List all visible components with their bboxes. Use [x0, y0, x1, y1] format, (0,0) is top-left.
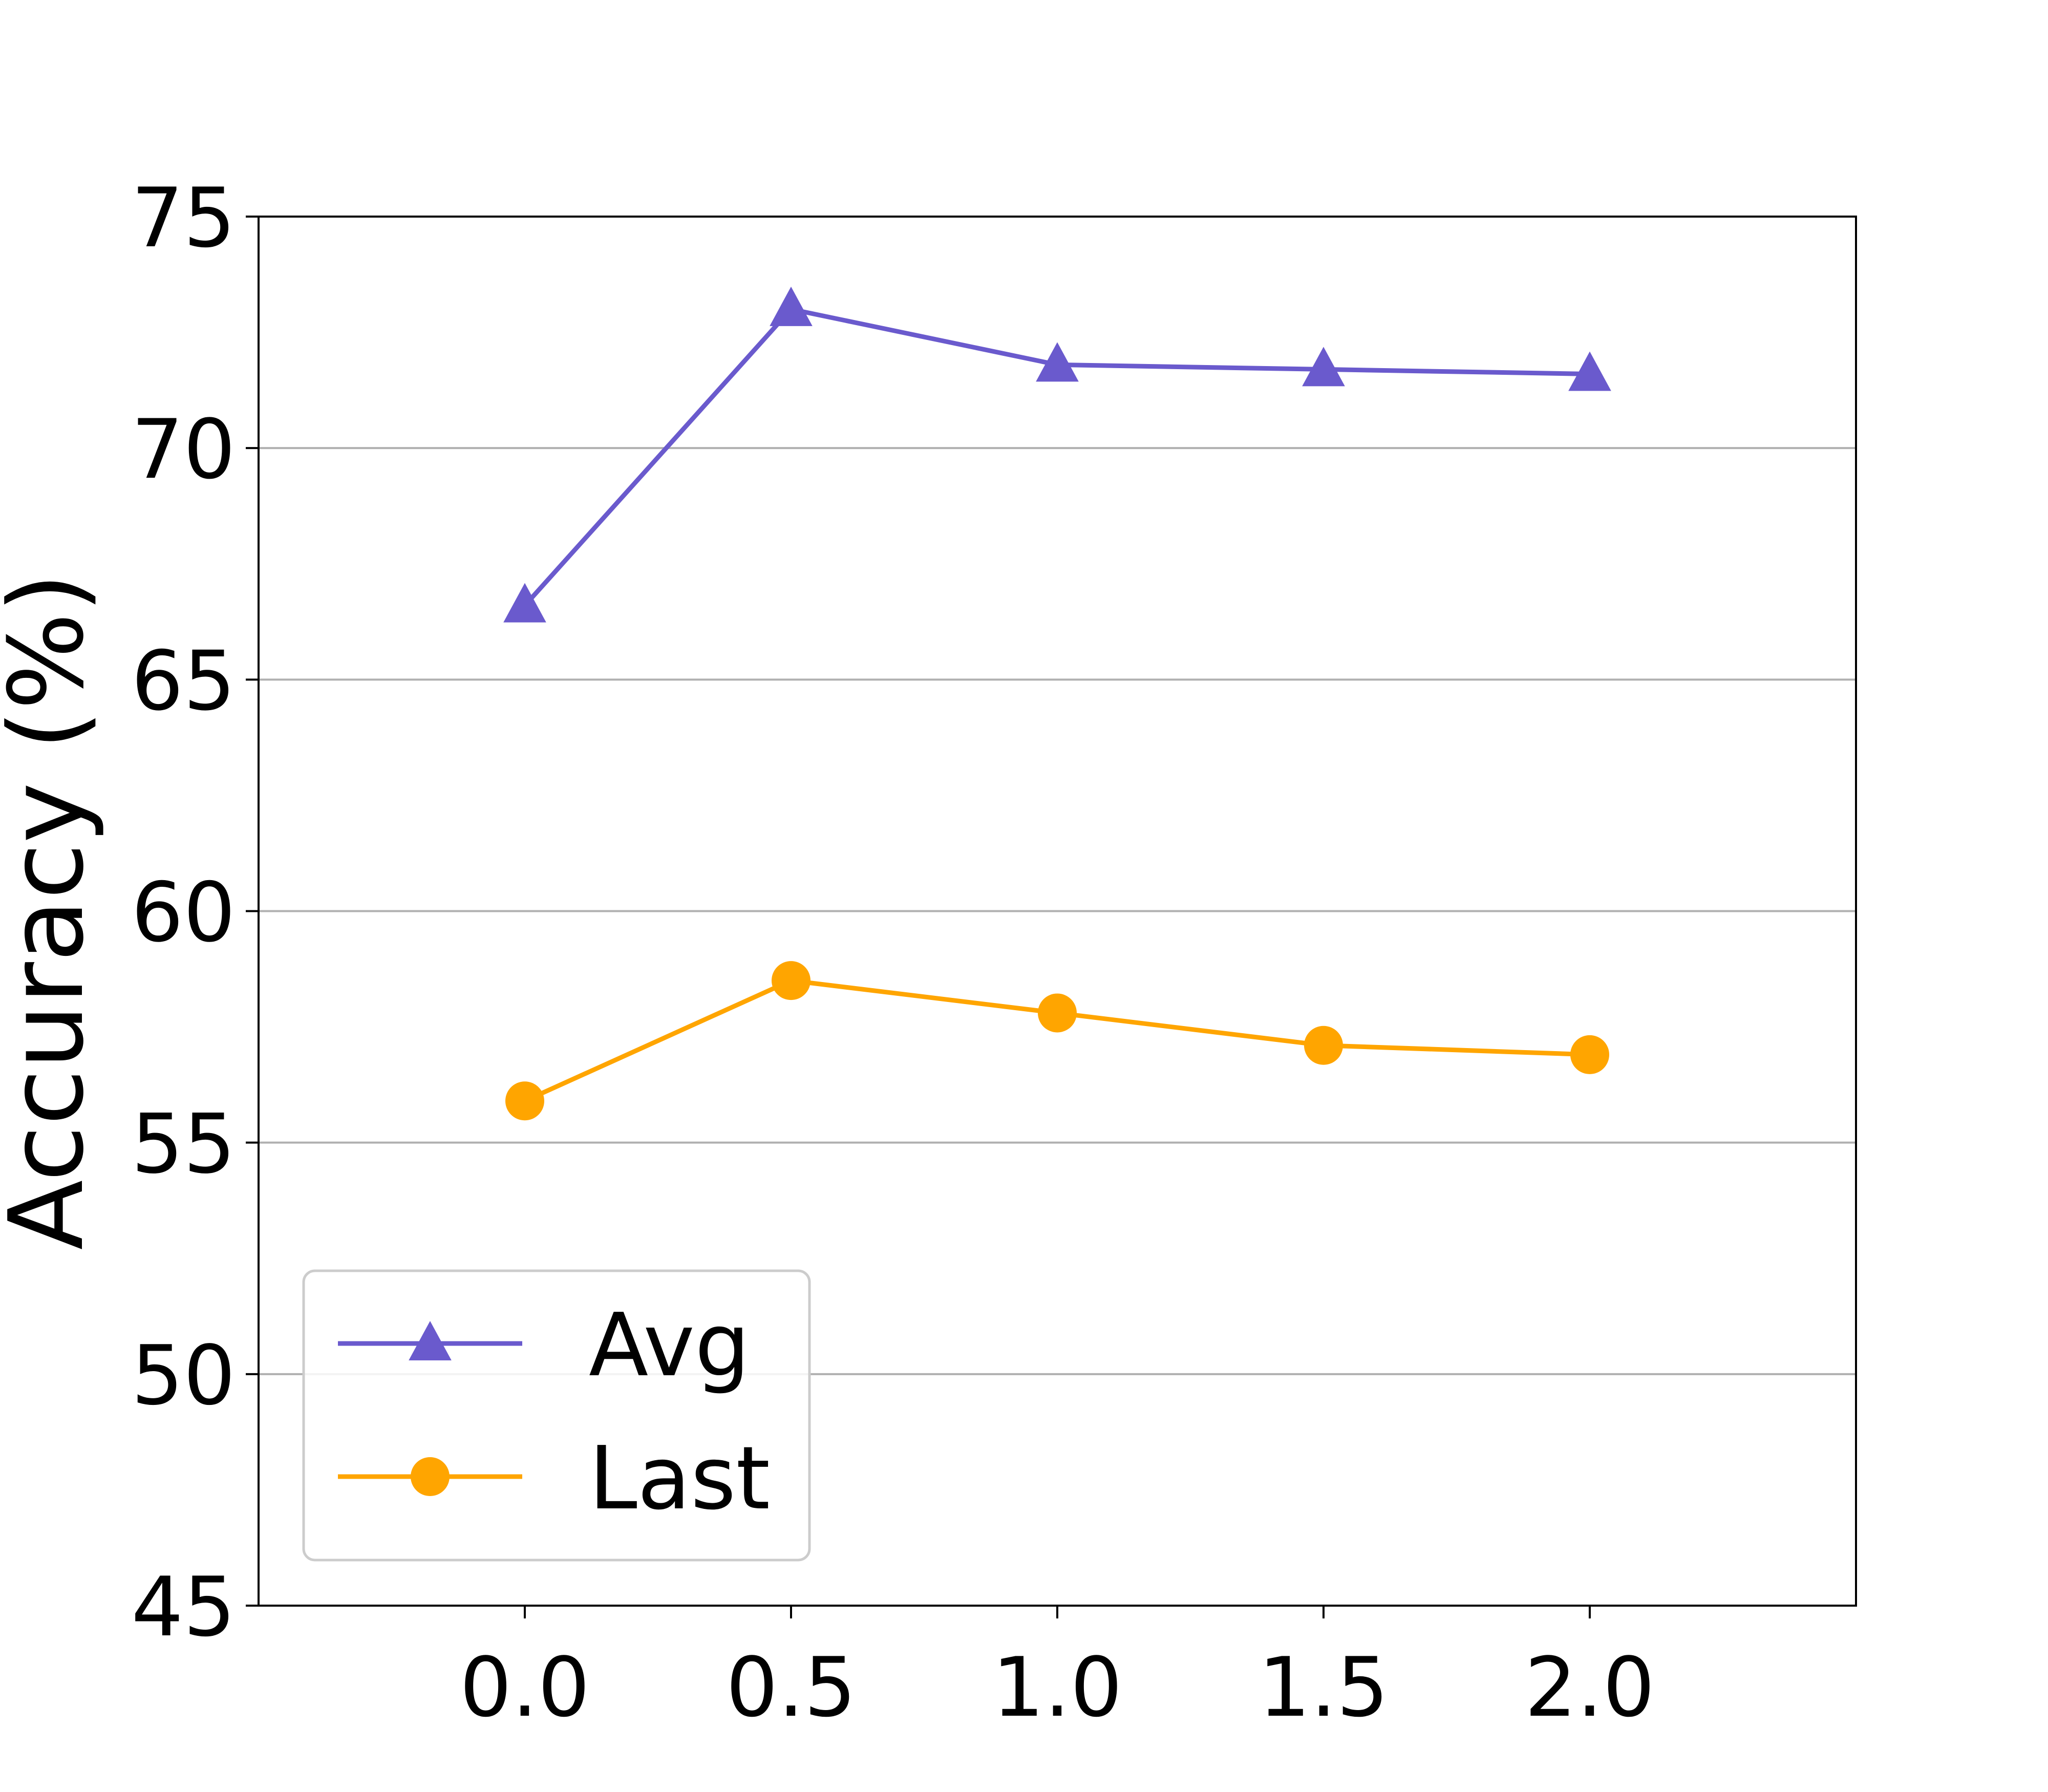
- last-point-0.5: [772, 961, 810, 1000]
- last-point-1.5: [1304, 1026, 1343, 1065]
- y-tick-label-75: 75: [131, 170, 236, 266]
- y-axis-label: Accuracy (%): [0, 573, 106, 1250]
- last-point-0.0: [505, 1081, 544, 1121]
- legend-item-avg: Avg: [338, 1295, 750, 1396]
- last-point-2.0: [1570, 1035, 1609, 1074]
- x-tick-label-1.5: 1.5: [1258, 1639, 1389, 1735]
- y-tick-label-65: 65: [131, 633, 236, 729]
- x-tick-label-0.0: 0.0: [460, 1639, 590, 1735]
- avg-point-0.5: [770, 286, 813, 326]
- avg-point-1.0: [1036, 342, 1079, 382]
- y-tick-label-45: 45: [131, 1559, 236, 1655]
- y-tick-label-60: 60: [131, 865, 236, 961]
- x-axis-ticks: 0.0 0.5 1.0 1.5 2.0: [460, 1606, 1655, 1735]
- y-tick-label-55: 55: [131, 1096, 236, 1192]
- avg-point-1.5: [1302, 347, 1345, 387]
- legend: Avg Last: [302, 1269, 811, 1562]
- x-tick-label-2.0: 2.0: [1525, 1639, 1655, 1735]
- legend-marker-avg: [409, 1321, 452, 1360]
- series-last: [505, 961, 1609, 1121]
- last-point-1.0: [1038, 993, 1077, 1033]
- legend-item-last: Last: [338, 1428, 770, 1529]
- grid-lines: [259, 447, 1856, 1375]
- legend-label-avg: Avg: [589, 1295, 750, 1396]
- x-tick-label-0.5: 0.5: [726, 1639, 856, 1735]
- legend-marker-last: [411, 1457, 450, 1496]
- legend-label-last: Last: [589, 1428, 770, 1529]
- y-axis-ticks: 45 50 55 60 65 70 75: [131, 170, 259, 1655]
- avg-point-2.0: [1568, 351, 1611, 391]
- avg-point-0.0: [503, 583, 546, 623]
- y-tick-label-70: 70: [131, 401, 236, 497]
- series-avg: [503, 286, 1611, 623]
- x-tick-label-1.0: 1.0: [992, 1639, 1122, 1735]
- y-tick-label-50: 50: [131, 1328, 236, 1423]
- series-layer: [503, 286, 1611, 1121]
